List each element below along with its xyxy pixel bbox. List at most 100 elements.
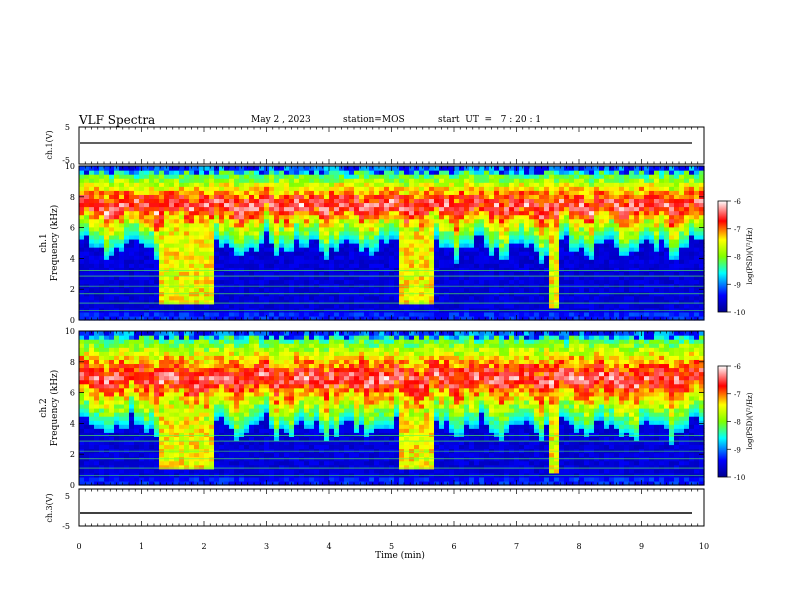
spectrogram-cell xyxy=(414,222,420,228)
spectrogram-cell xyxy=(334,174,340,179)
spectrogram-cell xyxy=(209,295,215,301)
spectrogram-cell xyxy=(474,218,480,224)
spectrogram-cell xyxy=(699,174,705,179)
spectrogram-cell xyxy=(634,303,640,309)
spectrogram-cell xyxy=(389,259,395,264)
spectrogram-cell xyxy=(194,315,200,321)
spectrogram-cell xyxy=(424,210,430,216)
spectrogram-cell xyxy=(459,190,465,195)
spectrogram-cell xyxy=(659,303,665,309)
spectrogram-cell xyxy=(99,420,105,425)
spectrogram-cell xyxy=(424,255,430,260)
spectrogram-cell xyxy=(169,198,175,204)
spectrogram-cell xyxy=(259,170,265,175)
spectrogram-cell xyxy=(664,243,670,248)
spectrogram-cell xyxy=(434,259,440,264)
spectrogram-cell xyxy=(559,247,565,252)
spectrogram-cell xyxy=(119,230,125,236)
spectrogram-cell xyxy=(469,315,475,321)
spectrogram-cell xyxy=(309,170,315,175)
spectrogram-cell xyxy=(314,275,320,281)
spectrogram-cell xyxy=(434,190,440,195)
spectrogram-cell xyxy=(194,243,200,248)
spectrogram-cell xyxy=(84,335,90,340)
spectrogram-cell xyxy=(389,198,395,204)
spectrogram-cell xyxy=(274,263,280,268)
spectrogram-cell xyxy=(144,311,150,317)
spectrogram-cell xyxy=(169,178,175,183)
spectrogram-cell xyxy=(99,238,105,244)
spectrogram-cell xyxy=(384,275,390,281)
spectrogram-cell xyxy=(629,178,635,183)
spectrogram-cell xyxy=(249,295,255,301)
spectrogram-cell xyxy=(219,198,225,204)
spectrogram-cell xyxy=(234,255,240,260)
spectrogram-cell xyxy=(614,243,620,248)
spectrogram-cell xyxy=(499,178,505,183)
spectrogram-cell xyxy=(439,255,445,260)
spectrogram-cell xyxy=(499,315,505,321)
spectrogram-cell xyxy=(329,202,335,208)
spectrogram-cell xyxy=(94,399,100,405)
spectrogram-cell xyxy=(544,222,550,228)
spectrogram-cell xyxy=(549,214,555,220)
spectrogram-cell xyxy=(519,166,525,171)
spectrogram-cell xyxy=(479,206,485,212)
spectrogram-cell xyxy=(364,263,370,268)
spectrogram-cell xyxy=(469,174,475,179)
spectrogram-cell xyxy=(639,210,645,216)
spectrogram-cell xyxy=(194,307,200,313)
spectrogram-cell xyxy=(174,259,180,264)
spectrogram-cell xyxy=(79,460,85,466)
spectrogram-cell xyxy=(359,315,365,321)
spectrogram-cell xyxy=(559,311,565,317)
spectrogram-cell xyxy=(204,275,210,281)
spectrogram-cell xyxy=(424,226,430,232)
spectrogram-cell xyxy=(384,299,390,305)
spectrogram-cell xyxy=(589,214,595,220)
spectrogram-cell xyxy=(669,222,675,228)
spectrogram-cell xyxy=(649,226,655,232)
spectrogram-cell xyxy=(119,255,125,260)
spectrogram-cell xyxy=(424,230,430,236)
spectrogram-cell xyxy=(494,295,500,301)
spectrogram-cell xyxy=(409,267,415,272)
spectrogram-cell xyxy=(99,247,105,252)
spectrogram-cell xyxy=(419,267,425,272)
spectrogram-cell xyxy=(624,174,630,179)
spectrogram-cell xyxy=(304,230,310,236)
spectrogram-cell xyxy=(439,178,445,183)
spectrogram-cell xyxy=(529,238,535,244)
spectrogram-cell xyxy=(89,275,95,281)
spectrogram-cell xyxy=(89,472,95,478)
spectrogram-cell xyxy=(114,182,120,187)
spectrogram-cell xyxy=(599,190,605,195)
spectrogram-cell xyxy=(529,226,535,232)
spectrogram-cell xyxy=(509,287,515,293)
spectrogram-cell xyxy=(89,343,95,348)
spectrogram-cell xyxy=(679,178,685,183)
spectrogram-cell xyxy=(324,279,330,285)
spectrogram-cell xyxy=(284,271,290,277)
spectrogram-cell xyxy=(274,259,280,264)
spectrogram-cell xyxy=(274,251,280,256)
spectrogram-cell xyxy=(264,218,270,224)
spectrogram-cell xyxy=(239,190,245,195)
spectrogram-cell xyxy=(319,287,325,293)
spectrogram-cell xyxy=(669,275,675,281)
spectrogram-cell xyxy=(434,315,440,321)
spectrogram-cell xyxy=(604,234,610,240)
spectrogram-cell xyxy=(389,238,395,244)
spectrogram-cell xyxy=(109,214,115,220)
spectrogram-cell xyxy=(99,267,105,272)
spectrogram-cell xyxy=(79,279,85,285)
spectrogram-cell xyxy=(449,307,455,313)
spectrogram-cell xyxy=(174,315,180,321)
spectrogram-cell xyxy=(309,210,315,216)
spectrogram-cell xyxy=(314,287,320,293)
spectrogram-cell xyxy=(104,315,110,321)
spectrogram-cell xyxy=(234,295,240,301)
spectrogram-cell xyxy=(559,182,565,187)
spectrogram-cell xyxy=(239,198,245,204)
spectrogram-cell xyxy=(164,222,170,228)
